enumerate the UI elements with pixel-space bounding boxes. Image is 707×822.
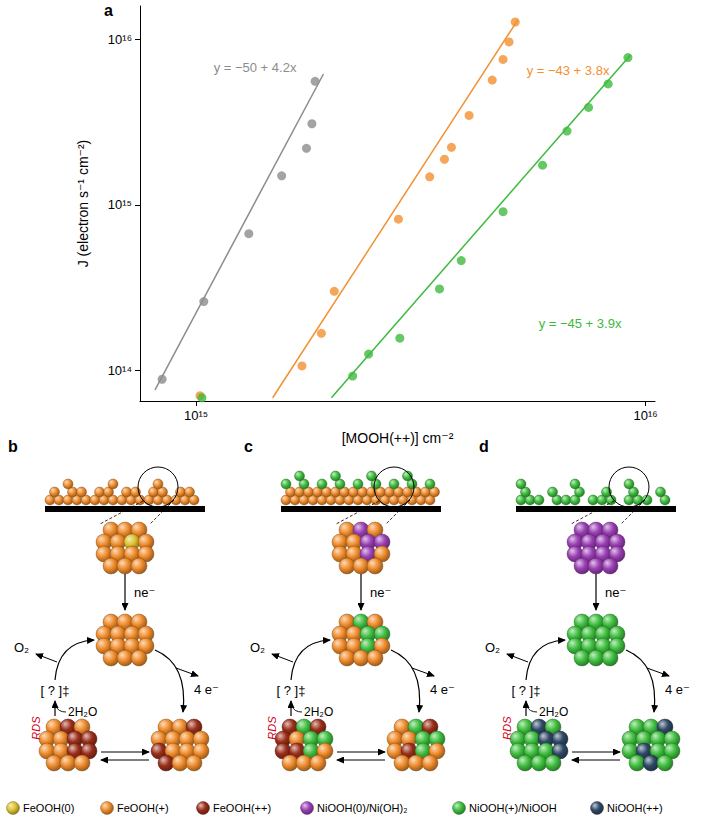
svg-text:10¹⁵: 10¹⁵ xyxy=(184,408,208,423)
svg-text:c: c xyxy=(244,438,253,455)
svg-text:FeOOH(++): FeOOH(++) xyxy=(213,802,271,814)
svg-text:RDS: RDS xyxy=(30,716,42,740)
svg-text:[ ? ]‡: [ ? ]‡ xyxy=(512,683,541,698)
svg-text:2H₂O: 2H₂O xyxy=(68,705,97,719)
svg-text:a: a xyxy=(104,2,113,19)
svg-text:NiOOH(+)/NiOOH: NiOOH(+)/NiOOH xyxy=(469,802,557,814)
svg-text:ne⁻: ne⁻ xyxy=(370,585,391,600)
svg-text:[ ? ]‡: [ ? ]‡ xyxy=(41,683,70,698)
svg-text:4 e⁻: 4 e⁻ xyxy=(430,682,455,697)
svg-text:2H₂O: 2H₂O xyxy=(304,705,333,719)
svg-text:NiOOH(0)/Ni(OH)₂: NiOOH(0)/Ni(OH)₂ xyxy=(317,802,407,814)
svg-text:d: d xyxy=(479,438,489,455)
svg-text:10¹⁵: 10¹⁵ xyxy=(108,197,132,212)
svg-text:y = −45 + 3.9x: y = −45 + 3.9x xyxy=(539,316,622,331)
svg-text:4 e⁻: 4 e⁻ xyxy=(665,682,690,697)
svg-text:RDS: RDS xyxy=(266,716,278,740)
svg-text:[MOOH(++)] cm⁻²: [MOOH(++)] cm⁻² xyxy=(342,430,454,446)
svg-text:O₂: O₂ xyxy=(250,640,265,655)
svg-text:ne⁻: ne⁻ xyxy=(605,585,626,600)
svg-text:[ ? ]‡: [ ? ]‡ xyxy=(277,683,306,698)
svg-text:FeOOH(+): FeOOH(+) xyxy=(117,802,169,814)
svg-text:FeOOH(0): FeOOH(0) xyxy=(23,802,74,814)
svg-text:J (electron s⁻¹ cm⁻²): J (electron s⁻¹ cm⁻²) xyxy=(75,140,91,268)
svg-text:10¹⁴: 10¹⁴ xyxy=(108,363,132,378)
svg-text:O₂: O₂ xyxy=(14,640,29,655)
svg-text:4 e⁻: 4 e⁻ xyxy=(194,682,219,697)
svg-text:RDS: RDS xyxy=(501,716,513,740)
svg-text:O₂: O₂ xyxy=(485,640,500,655)
svg-text:10¹⁶: 10¹⁶ xyxy=(633,408,657,423)
svg-text:ne⁻: ne⁻ xyxy=(134,585,155,600)
svg-text:NiOOH(++): NiOOH(++) xyxy=(607,802,663,814)
svg-text:2H₂O: 2H₂O xyxy=(539,705,568,719)
svg-text:b: b xyxy=(8,438,18,455)
svg-text:10¹⁶: 10¹⁶ xyxy=(108,32,132,47)
svg-text:y = −50 + 4.2x: y = −50 + 4.2x xyxy=(214,60,297,75)
svg-text:y = −43 + 3.8x: y = −43 + 3.8x xyxy=(527,63,610,78)
